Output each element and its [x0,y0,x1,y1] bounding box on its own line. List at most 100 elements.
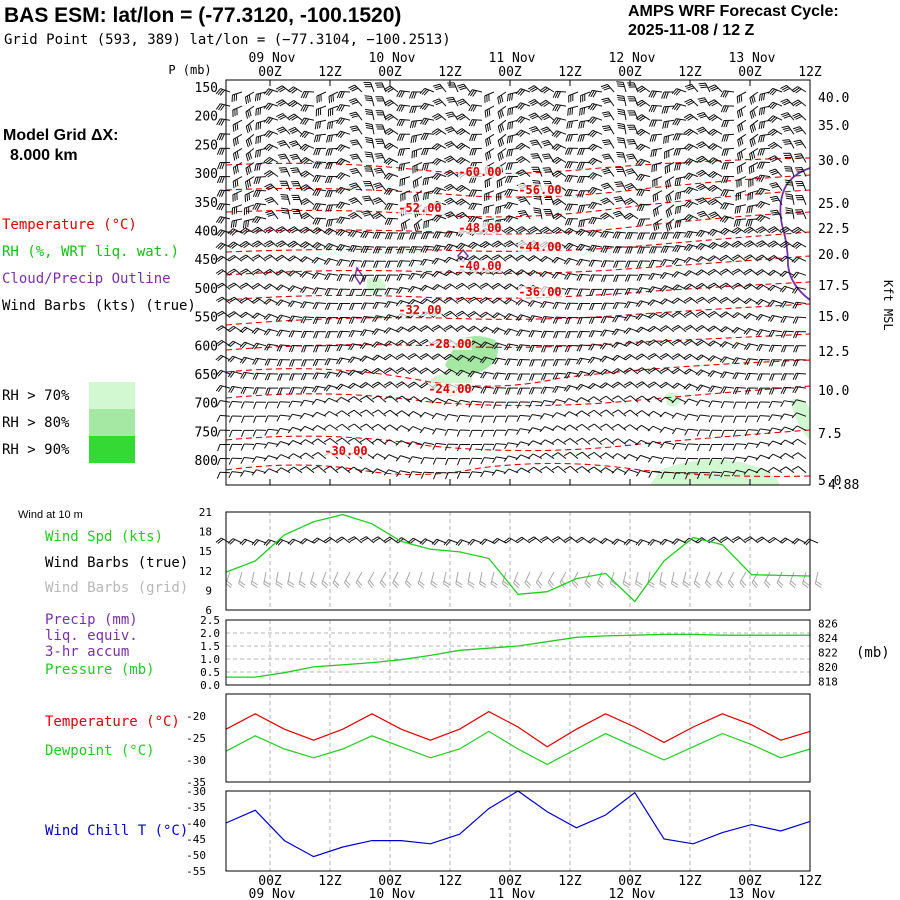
wind-barb [516,359,521,367]
wind-barb [248,165,252,173]
wind-barb [371,423,379,429]
wind-barb [721,162,725,170]
wind-barb [511,107,514,115]
wind-barb [770,170,778,174]
wind-barb [374,232,379,239]
wind-barb [482,387,487,394]
wind-barb [611,423,619,429]
wind-barb [635,455,641,462]
wind-barb [697,198,705,203]
wind-barb [713,198,723,206]
wind-barb [264,442,269,449]
wind-barb [400,162,411,165]
wind-barb [519,387,523,395]
wind-barb [566,273,571,280]
wind-barb [495,443,507,445]
wind-barb [400,90,405,98]
wind-barb [731,327,738,333]
wind-barb [529,256,536,262]
wind-barb [276,126,284,131]
wind-barb [695,229,701,237]
wind-barb [551,198,559,203]
wind-barb [457,370,464,377]
wind-barb [588,217,593,224]
wind-barb-grid [275,571,279,584]
wind-barb [685,244,691,251]
wind-barb [227,282,235,287]
wind-barb [385,114,393,120]
panel-frame [225,693,811,783]
wind-barb [232,139,236,147]
wind-barb [377,423,387,431]
wind-barb [375,275,379,282]
wind-barb [412,471,423,474]
wind-barb [785,195,793,198]
wind-barb [530,330,535,338]
wind-barb [652,440,663,445]
wind-barb [314,122,317,130]
wind-barb [581,148,585,156]
wind-barb-grid [225,571,231,584]
wind-barb [491,312,498,318]
wind-barb [314,161,319,169]
wind-barb [757,314,764,321]
wind-barb [324,358,329,366]
wind-barb [797,226,807,234]
wind-barb [279,88,286,93]
wind-barb [599,467,606,473]
wind-barb [575,384,582,390]
wind-barb [239,268,247,273]
wind-barb [436,412,447,417]
wind-barb [603,289,607,297]
wind-barb [519,103,526,110]
wind-barb [770,197,779,200]
wind-barb [743,268,751,274]
wind-barb [443,269,450,276]
wind-barb [383,113,391,119]
wind-barb [424,442,435,445]
wind-barb [378,212,387,220]
wind-barb [782,316,787,323]
wind-barb [330,95,333,103]
wind-barb [277,86,285,92]
wind-barb-true [601,539,608,545]
wind-barb [553,131,560,138]
wind-barb [219,148,223,155]
wind-barb [532,180,540,182]
wind-barb [301,287,307,294]
wind-barb [252,357,257,365]
wind-barb [338,331,343,338]
wind-barb [671,271,678,278]
wind-barb [457,312,465,317]
wind-barb [351,101,359,105]
wind-barb [277,153,285,156]
wind-barb [216,415,221,422]
wind-barb [255,243,262,248]
wind-barb [435,130,442,136]
wind-barb [567,218,571,226]
wind-barb [518,344,523,352]
wind-barb [411,119,423,122]
wind-barb [624,274,629,282]
wind-barb [612,288,617,296]
wind-barb [667,223,671,231]
wind-barb [618,409,627,417]
wind-barb-true [496,537,507,544]
wind-barb [555,131,562,138]
pressure-tick-label: 400 [195,225,218,240]
wind-barb [515,102,521,109]
wind-barb [316,398,327,403]
wind-barb [720,444,725,451]
time-tick-label: 00Z [378,874,402,889]
wind-barb [425,367,435,375]
temperature-label: -30.00 [324,444,367,458]
wind-barb [677,133,681,141]
wind-barb [339,159,346,166]
wind-barb [264,358,269,366]
wind-barb [327,190,331,198]
wind-barb [623,124,627,135]
wind-barb [677,353,687,361]
wind-barb [280,284,291,290]
wind-barb [640,174,645,182]
pressure-ytick-label: 822 [818,647,838,660]
